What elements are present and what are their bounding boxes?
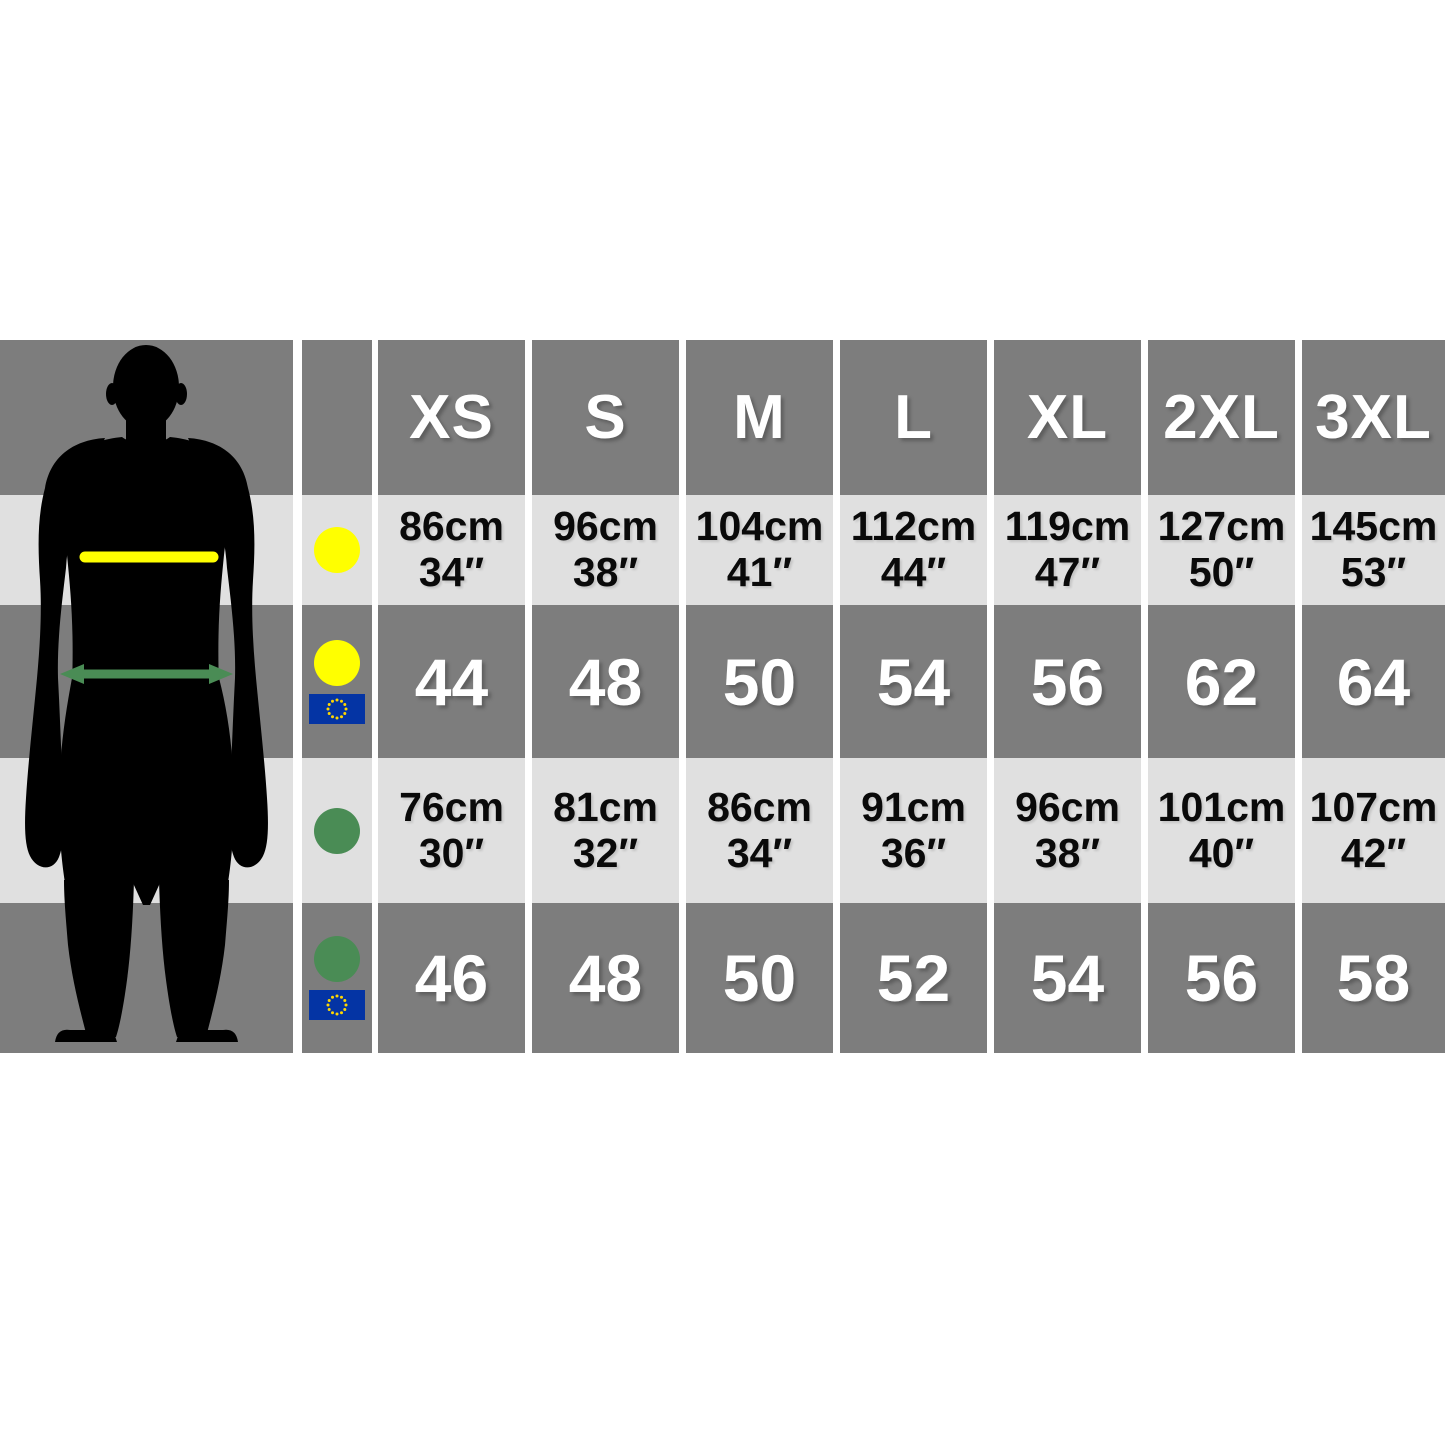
chest-cm-value: 119cm xyxy=(1004,503,1131,550)
size-header: 3XL xyxy=(1302,340,1445,495)
waist-measurement-cell: 107cm 42″ xyxy=(1302,758,1445,903)
waist-arrow-icon xyxy=(60,664,233,684)
legend-header-cell xyxy=(302,340,372,495)
waist-in-value: 38″ xyxy=(1034,829,1101,876)
silhouette-panel xyxy=(0,340,293,1053)
chest-eu-size-cell: 48 xyxy=(532,605,679,758)
size-chart: XS 86cm 34″ 44 76cm 30″ 46 S 96cm 38″ 48… xyxy=(0,340,1445,1053)
legend-waist-cell xyxy=(302,758,372,903)
size-column-2xl: 2XL 127cm 50″ 62 101cm 40″ 56 xyxy=(1148,340,1295,1053)
chest-in-value: 38″ xyxy=(572,549,639,595)
chest-eu-size-cell: 50 xyxy=(686,605,833,758)
chest-measurement-cell: 127cm 50″ xyxy=(1148,495,1295,605)
waist-eu-size-cell: 54 xyxy=(994,903,1141,1053)
chest-measurement-cell: 119cm 47″ xyxy=(994,495,1141,605)
waist-marker-icon xyxy=(314,807,360,854)
waist-measurement-cell: 91cm 36″ xyxy=(840,758,987,903)
chest-eu-size-cell: 62 xyxy=(1148,605,1295,758)
size-header: XL xyxy=(994,340,1141,495)
waist-cm-value: 86cm xyxy=(707,783,812,830)
size-header: XS xyxy=(378,340,525,495)
chest-cm-value: 96cm xyxy=(553,503,658,550)
waist-in-value: 34″ xyxy=(726,829,793,876)
waist-measurement-cell: 96cm 38″ xyxy=(994,758,1141,903)
size-header: M xyxy=(686,340,833,495)
eu-flag-icon xyxy=(309,990,365,1020)
chest-marker-icon xyxy=(314,527,360,573)
waist-eu-size-cell: 58 xyxy=(1302,903,1445,1053)
male-silhouette-icon xyxy=(25,345,268,1042)
waist-eu-size-cell: 46 xyxy=(378,903,525,1053)
legend-chest-cell xyxy=(302,495,372,605)
waist-measurement-cell: 76cm 30″ xyxy=(378,758,525,903)
chest-in-value: 44″ xyxy=(880,549,947,595)
chest-cm-value: 112cm xyxy=(850,503,977,550)
legend-waist-eu-cell xyxy=(302,903,372,1053)
waist-in-value: 40″ xyxy=(1188,829,1255,876)
waist-eu-size-cell: 50 xyxy=(686,903,833,1053)
legend-column xyxy=(302,340,372,1053)
chest-eu-size-cell: 64 xyxy=(1302,605,1445,758)
waist-cm-value: 101cm xyxy=(1157,783,1286,830)
waist-eu-size-cell: 52 xyxy=(840,903,987,1053)
size-column-m: M 104cm 41″ 50 86cm 34″ 50 xyxy=(686,340,833,1053)
chest-eu-size-cell: 54 xyxy=(840,605,987,758)
size-column-xs: XS 86cm 34″ 44 76cm 30″ 46 xyxy=(378,340,525,1053)
chest-cm-value: 145cm xyxy=(1309,503,1438,550)
waist-eu-size-cell: 48 xyxy=(532,903,679,1053)
waist-cm-value: 96cm xyxy=(1015,783,1120,830)
chest-cm-value: 104cm xyxy=(695,503,824,550)
chest-in-value: 50″ xyxy=(1188,549,1255,595)
size-header: S xyxy=(532,340,679,495)
size-header: L xyxy=(840,340,987,495)
chest-cm-value: 86cm xyxy=(399,503,504,550)
waist-measurement-cell: 86cm 34″ xyxy=(686,758,833,903)
waist-eu-marker-icon xyxy=(314,936,360,982)
chest-measurement-cell: 145cm 53″ xyxy=(1302,495,1445,605)
waist-measurement-cell: 101cm 40″ xyxy=(1148,758,1295,903)
waist-cm-value: 76cm xyxy=(399,783,504,830)
waist-cm-value: 81cm xyxy=(553,783,658,830)
eu-flag-icon xyxy=(309,693,365,724)
waist-cm-value: 91cm xyxy=(861,783,966,830)
chest-measurement-cell: 104cm 41″ xyxy=(686,495,833,605)
silhouette-band-5 xyxy=(0,903,293,1053)
waist-cm-value: 107cm xyxy=(1309,783,1438,830)
chest-in-value: 53″ xyxy=(1340,549,1407,595)
waist-eu-size-cell: 56 xyxy=(1148,903,1295,1053)
waist-in-value: 32″ xyxy=(572,829,639,876)
size-column-3xl: 3XL 145cm 53″ 64 107cm 42″ 58 xyxy=(1302,340,1445,1053)
size-header: 2XL xyxy=(1148,340,1295,495)
waist-in-value: 36″ xyxy=(880,829,947,876)
legend-chest-eu-cell xyxy=(302,605,372,758)
chest-in-value: 47″ xyxy=(1034,549,1101,595)
chest-measurement-cell: 112cm 44″ xyxy=(840,495,987,605)
chest-eu-size-cell: 44 xyxy=(378,605,525,758)
chest-cm-value: 127cm xyxy=(1157,503,1286,550)
chest-eu-marker-icon xyxy=(314,639,360,686)
chest-measurement-cell: 96cm 38″ xyxy=(532,495,679,605)
chest-in-value: 34″ xyxy=(418,549,485,595)
chest-in-value: 41″ xyxy=(726,549,793,595)
waist-in-value: 42″ xyxy=(1340,829,1407,876)
waist-in-value: 30″ xyxy=(418,829,485,876)
chest-measurement-cell: 86cm 34″ xyxy=(378,495,525,605)
size-column-xl: XL 119cm 47″ 56 96cm 38″ 54 xyxy=(994,340,1141,1053)
chest-eu-size-cell: 56 xyxy=(994,605,1141,758)
waist-measurement-cell: 81cm 32″ xyxy=(532,758,679,903)
size-column-s: S 96cm 38″ 48 81cm 32″ 48 xyxy=(532,340,679,1053)
size-column-l: L 112cm 44″ 54 91cm 36″ 52 xyxy=(840,340,987,1053)
